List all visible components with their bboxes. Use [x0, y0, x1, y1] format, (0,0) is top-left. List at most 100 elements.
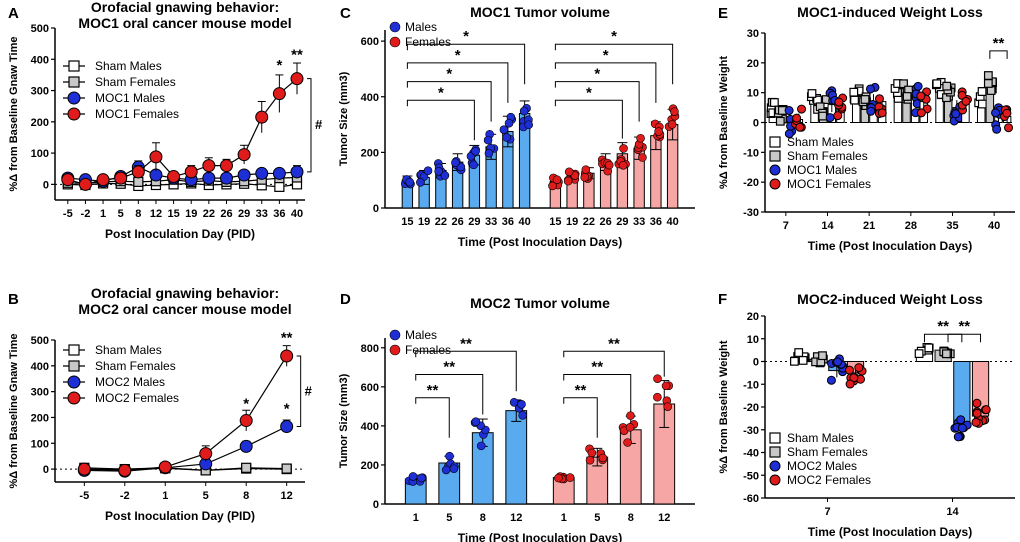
panel-b-legend-label: Sham Males: [95, 343, 162, 357]
panel-e-dot: [874, 94, 884, 104]
panel-d-legend-label: Males: [405, 328, 437, 342]
panel-c-x-tick-label: 36: [650, 216, 662, 228]
panel-c-dot: [416, 178, 425, 187]
panel-f-y-tick-label: -50: [743, 470, 759, 482]
panel-a-x-tick-label: 26: [220, 208, 232, 220]
panel-c-dot: [667, 120, 677, 129]
panel-c-dot: [504, 118, 514, 128]
panel-c-dot: [484, 149, 494, 158]
panel-b-y-tick-label: 0: [43, 464, 49, 476]
panel-e-dot: [961, 96, 971, 106]
panel-d-sig-bracket: [415, 397, 450, 438]
panel-a-x-tick-label: 12: [150, 208, 162, 220]
panel-e-legend-label: MOC1 Females: [787, 177, 871, 191]
panel-c-x-tick-label: 22: [435, 216, 447, 228]
panel-d-x-tick-label: 5: [446, 512, 452, 524]
panel-d-sig-label: **: [575, 382, 587, 399]
panel-d-panel-letter: D: [340, 291, 351, 308]
panel-f-y-tick-label: -10: [743, 379, 759, 391]
panel-d-y-tick-label: 600: [361, 382, 379, 394]
panel-a-data-point: [114, 171, 128, 185]
panel-b-legend-marker: [68, 344, 80, 356]
panel-a-x-tick-label: 29: [238, 208, 250, 220]
panel-e-y-tick-label: 0: [753, 118, 759, 130]
panel-d-sig-label: **: [460, 335, 472, 352]
panel-f-dot: [914, 349, 924, 359]
panel-e-legend-marker: [769, 150, 781, 162]
panel-e: E MOC1-induced Weight Loss -30 -20 -10 0 10 20 3…: [718, 4, 1015, 253]
panel-d-dot: [653, 392, 662, 402]
panel-a-y-tick-label: 500: [31, 23, 49, 35]
panel-e-y-tick-label: -20: [743, 177, 759, 189]
panel-e-sig-label: **: [993, 35, 1005, 52]
panel-b-legend-label: Sham Females: [95, 359, 176, 373]
panel-e-dot: [775, 116, 785, 126]
panel-d-dot: [585, 455, 595, 465]
panel-b-annotation: **: [281, 330, 293, 347]
panel-a-x-axis-label: Post Inoculation Day (PID): [105, 227, 255, 241]
panel-d-x-tick-label: 1: [413, 512, 419, 524]
panel-c-x-tick-label: 36: [502, 216, 514, 228]
panel-f-dot: [941, 349, 951, 359]
panel-a-data-point: [149, 150, 163, 164]
panel-f-dot: [790, 356, 799, 366]
panel-c-dot: [451, 158, 460, 167]
panel-f-dot: [854, 363, 864, 373]
panel-c-sig-label: *: [438, 84, 444, 101]
panel-b-data-point: [241, 462, 252, 473]
panel-e-legend-label: Sham Females: [787, 149, 868, 163]
panel-a-x-tick-label: 19: [185, 208, 197, 220]
panel-b-data-point: [199, 447, 213, 461]
panel-a-data-point: [133, 176, 144, 187]
panel-c-sig-bracket: [554, 62, 657, 103]
panel-e-legend-label: MOC1 Males: [787, 163, 857, 177]
panel-b-y-tick-label: 300: [31, 387, 49, 399]
panel-e-dot: [795, 122, 805, 132]
panel-c-sig-bracket: [406, 62, 509, 103]
panel-e-dot: [797, 104, 807, 114]
panel-d-dot: [449, 464, 459, 474]
panel-a-data-point: [96, 173, 110, 187]
panel-c-dot: [548, 181, 557, 191]
panel-e-y-tick-label: 20: [747, 58, 759, 70]
panel-b-x-tick-label: 1: [162, 490, 168, 502]
panel-f-dot: [798, 356, 808, 365]
panel-b-x-tick-label: 8: [243, 490, 249, 502]
panel-c-x-tick-label: 29: [616, 216, 628, 228]
panel-e-legend-marker: [769, 136, 781, 148]
panel-e-dot: [866, 106, 876, 116]
panel-f-title: MOC2-induced Weight Loss: [797, 291, 983, 307]
panel-e-dot: [977, 99, 987, 109]
panel-a-legend-label: Sham Females: [95, 75, 176, 89]
panel-a-legend-label: MOC1 Males: [95, 91, 165, 105]
panel-a-panel-letter: A: [8, 5, 19, 22]
panel-c-legend-label: Females: [405, 35, 451, 49]
panel-c-x-axis-label: Time (Post Inoculation Days): [458, 235, 622, 249]
panel-f-y-tick-label: 10: [747, 334, 759, 346]
panel-e-legend-label: Sham Males: [787, 135, 854, 149]
panel-c-sig-bracket: [554, 81, 640, 122]
panel-a-x-tick-label: 15: [167, 208, 179, 220]
panel-c-sig-label: *: [603, 47, 609, 64]
panel-a-data-point: [78, 177, 92, 191]
panel-a-x-tick-label: -2: [81, 208, 91, 220]
panel-a-x-tick-label: 8: [135, 208, 141, 220]
panel-f-sig-bracket: [947, 333, 982, 343]
panel-a-data-point: [202, 171, 216, 185]
panel-f-panel-letter: F: [718, 291, 727, 308]
panel-a-data-point: [202, 159, 216, 173]
panel-e-y-tick-label: -30: [743, 207, 759, 219]
panel-a-data-point: [255, 110, 269, 124]
panel-e-title: MOC1-induced Weight Loss: [797, 4, 983, 20]
panel-b-bracket: [296, 355, 302, 427]
panel-e-dot: [877, 108, 887, 118]
panel-c-x-tick-label: 19: [418, 216, 430, 228]
panel-c-dot: [423, 166, 433, 175]
panel-a: A Orofacial gnawing behavior:MOC1 oral ca…: [8, 0, 323, 241]
panel-a-y-tick-label: 0: [43, 179, 49, 191]
panel-a-x-tick-label: -5: [63, 208, 73, 220]
panel-c-dot: [564, 167, 574, 177]
panel-b-x-axis-label: Post Inoculation Day (PID): [105, 509, 255, 523]
panel-e-dot: [849, 87, 859, 97]
